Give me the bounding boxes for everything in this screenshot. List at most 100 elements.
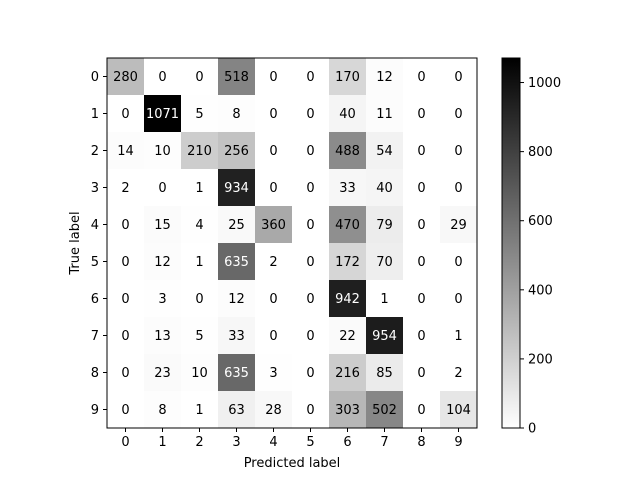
colorbar-tick-label: 1000	[528, 76, 561, 91]
cell-value-label: 28	[265, 403, 282, 418]
cell-value-label: 13	[154, 329, 171, 344]
heatmap-cell	[144, 354, 182, 392]
cell-value-label: 0	[269, 70, 277, 85]
heatmap-cell	[181, 169, 219, 207]
cell-value-label: 11	[376, 107, 393, 122]
y-tick-label: 1	[91, 107, 99, 122]
heatmap-cell	[181, 206, 219, 244]
colorbar-tick-label: 0	[528, 422, 536, 437]
heatmap-cell	[255, 169, 293, 207]
heatmap-cell	[144, 58, 182, 96]
heatmap-cell	[144, 280, 182, 318]
heatmap-cell	[255, 132, 293, 170]
cell-value-label: 0	[306, 70, 314, 85]
cell-value-label: 0	[417, 329, 425, 344]
plot-frame	[106, 57, 478, 429]
x-tick-label: 1	[158, 435, 166, 450]
cell-value-label: 0	[306, 218, 314, 233]
cell-value-label: 0	[306, 403, 314, 418]
heatmap-cell	[292, 280, 330, 318]
cell-value-label: 0	[417, 366, 425, 381]
y-tick-label: 0	[91, 70, 99, 85]
cell-value-label: 635	[224, 366, 249, 381]
cell-value-label: 0	[306, 366, 314, 381]
cell-value-label: 0	[269, 329, 277, 344]
heatmap-cell	[255, 354, 293, 392]
heatmap-cells: 280 0 0 518 0 0 170 12 0 00 1071 5 8 0 0 40 11 0 014 10 210 2…	[107, 58, 478, 429]
heatmap-cell	[218, 243, 256, 281]
heatmap-cell	[440, 169, 478, 207]
cell-value-label: 23	[154, 366, 171, 381]
cell-value-label: 0	[454, 292, 462, 307]
cell-value-label: 29	[450, 218, 467, 233]
heatmap-cell	[403, 280, 441, 318]
cell-value-label: 0	[306, 107, 314, 122]
heatmap-cell	[144, 243, 182, 281]
heatmap-cell	[292, 58, 330, 96]
cell-value-label: 5	[195, 107, 203, 122]
y-tick-label: 7	[91, 329, 99, 344]
cell-value-label: 280	[113, 70, 138, 85]
cell-value-label: 0	[306, 329, 314, 344]
heatmap-cell	[403, 354, 441, 392]
cell-value-label: 0	[195, 70, 203, 85]
heatmap-cell	[366, 58, 404, 96]
cell-value-label: 0	[121, 366, 129, 381]
cell-value-label: 14	[117, 144, 134, 159]
cell-value-label: 502	[372, 403, 397, 418]
cell-value-label: 0	[269, 107, 277, 122]
heatmap-cell	[366, 95, 404, 133]
heatmap-cell	[292, 243, 330, 281]
colorbar-tick-label: 200	[528, 352, 553, 367]
cell-value-label: 360	[261, 218, 286, 233]
cell-value-label: 934	[224, 181, 249, 196]
colorbar-ticks: 0 200 400 600 800 1000	[520, 76, 561, 437]
cell-value-label: 470	[335, 218, 360, 233]
cell-value-label: 0	[417, 107, 425, 122]
cell-value-label: 0	[121, 107, 129, 122]
colorbar-tick-label: 400	[528, 283, 553, 298]
heatmap-cell	[144, 317, 182, 355]
cell-value-label: 40	[376, 181, 393, 196]
cell-value-label: 1	[195, 181, 203, 196]
heatmap-cell	[144, 95, 182, 133]
cell-value-label: 0	[158, 181, 166, 196]
cell-value-label: 54	[376, 144, 393, 159]
cell-value-label: 1	[380, 292, 388, 307]
heatmap-cell	[107, 243, 145, 281]
cell-value-label: 12	[154, 255, 171, 270]
cell-value-label: 0	[121, 292, 129, 307]
heatmap-cell	[366, 169, 404, 207]
cell-value-label: 104	[446, 403, 471, 418]
heatmap-cell	[440, 132, 478, 170]
heatmap-cell	[366, 206, 404, 244]
cell-value-label: 63	[228, 403, 245, 418]
heatmap-cell	[329, 391, 367, 429]
x-tick-label: 5	[306, 435, 314, 450]
cell-value-label: 4	[195, 218, 203, 233]
cell-value-label: 12	[228, 292, 245, 307]
heatmap-cell	[107, 280, 145, 318]
heatmap-cell	[403, 132, 441, 170]
y-tick-label: 3	[91, 181, 99, 196]
cell-value-label: 2	[269, 255, 277, 270]
x-tick-label: 2	[195, 435, 203, 450]
cell-value-label: 33	[339, 181, 356, 196]
heatmap-cell	[107, 206, 145, 244]
cell-value-label: 0	[269, 144, 277, 159]
heatmap-cell	[366, 243, 404, 281]
cell-value-label: 0	[417, 181, 425, 196]
heatmap-cell	[181, 95, 219, 133]
cell-value-label: 0	[454, 144, 462, 159]
cell-value-label: 0	[454, 255, 462, 270]
cell-value-label: 303	[335, 403, 360, 418]
x-tick-label: 4	[269, 435, 277, 450]
cell-value-label: 15	[154, 218, 171, 233]
heatmap-cell	[107, 391, 145, 429]
heatmap-cell	[440, 280, 478, 318]
heatmap-cell	[181, 132, 219, 170]
x-tick-label: 6	[343, 435, 351, 450]
heatmap-cell	[218, 58, 256, 96]
cell-value-label: 2	[454, 366, 462, 381]
